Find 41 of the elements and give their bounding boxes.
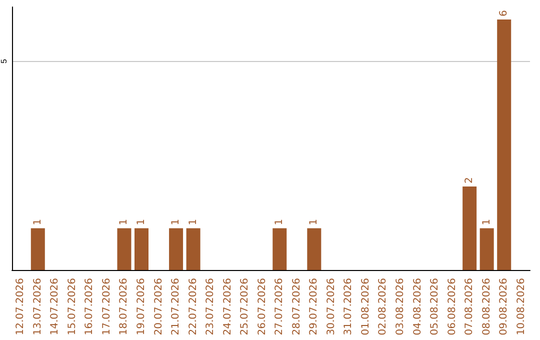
x-tick-label: 15.07.2026	[66, 278, 78, 336]
x-tick-label: 31.07.2026	[343, 278, 354, 336]
x-tick-label: 26.07.2026	[256, 278, 268, 336]
x-tick-label: 08.08.2026	[481, 278, 492, 336]
x-tick-label: 05.08.2026	[430, 278, 441, 336]
data-label: 2	[464, 177, 476, 184]
data-label: 1	[308, 218, 320, 226]
x-tick-label: 29.07.2026	[308, 278, 320, 336]
data-label: 6	[498, 10, 510, 17]
data-label: 1	[118, 218, 130, 226]
x-tick-label: 09.08.2026	[498, 278, 510, 336]
data-label: 1	[32, 218, 44, 226]
x-tick-label: 25.07.2026	[240, 278, 251, 336]
x-tick-label: 13.07.2026	[32, 278, 44, 336]
y-tick-label: 5	[0, 58, 8, 64]
x-tick-label: 19.07.2026	[136, 278, 147, 336]
x-tick-label: 21.07.2026	[170, 278, 182, 336]
x-tick-label: 27.07.2026	[274, 278, 286, 336]
x-tick-label: 30.07.2026	[326, 278, 337, 336]
x-tick-label: 24.07.2026	[222, 278, 234, 336]
data-label: 1	[170, 218, 182, 226]
x-tick-label: 02.08.2026	[378, 278, 389, 336]
data-label: 1	[274, 218, 286, 226]
x-tick-label: 28.07.2026	[291, 278, 302, 336]
x-tick-label: 18.07.2026	[118, 278, 130, 336]
x-tick-label: 20.07.2026	[153, 278, 164, 336]
x-tick-label: 16.07.2026	[84, 278, 96, 336]
x-tick-label: 07.08.2026	[464, 278, 476, 336]
x-tick-label: 10.08.2026	[516, 278, 527, 336]
x-tick-label: 12.07.2026	[15, 278, 26, 336]
x-tick-label: 03.08.2026	[395, 278, 406, 336]
x-tick-label: 17.07.2026	[101, 278, 112, 336]
data-label: 1	[188, 218, 199, 226]
x-tick-label: 04.08.2026	[412, 278, 424, 336]
x-tick-label: 14.07.2026	[50, 278, 61, 336]
x-tick-label: 01.08.2026	[360, 278, 372, 336]
x-tick-label: 23.07.2026	[205, 278, 216, 336]
data-label: 1	[481, 218, 492, 226]
x-tick-label: 06.08.2026	[446, 278, 458, 336]
data-label: 1	[136, 218, 147, 226]
x-tick-label: 22.07.2026	[188, 278, 199, 336]
